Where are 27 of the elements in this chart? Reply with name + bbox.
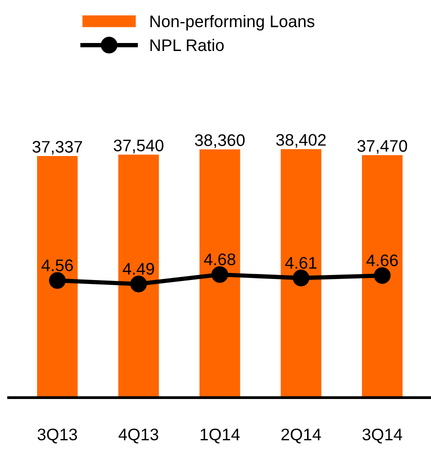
data-label: 4.61 [285, 256, 316, 269]
legend-label: NPL Ratio [150, 38, 224, 52]
data-label: 38,402 [276, 134, 326, 148]
data-label: 37,470 [357, 140, 408, 154]
x-tick-label: 3Q14 [362, 428, 402, 444]
bar [118, 154, 159, 398]
bar [37, 156, 78, 398]
x-tick-label: 2Q14 [281, 428, 321, 444]
legend-label: Non-performing Loans [150, 15, 314, 31]
data-label: 37,337 [32, 140, 82, 155]
point [49, 272, 66, 289]
bar [280, 149, 322, 398]
x-tick-label: 3Q13 [38, 428, 78, 444]
bar [362, 155, 403, 398]
point [211, 266, 228, 283]
data-label: 4.49 [122, 262, 154, 275]
data-label: 4.56 [42, 259, 73, 272]
x-tick-label: 1Q14 [200, 428, 240, 444]
data-label: 4.66 [366, 254, 398, 266]
point [292, 270, 310, 286]
data-label: 38,360 [194, 134, 245, 148]
data-label: 4.68 [204, 253, 236, 266]
x-tick-label: 4Q13 [118, 428, 158, 444]
point [374, 267, 391, 284]
point [130, 276, 147, 292]
data-label: 37,540 [114, 140, 164, 154]
bar [200, 149, 240, 398]
